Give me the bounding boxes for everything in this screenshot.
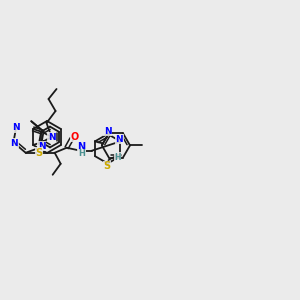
Text: H: H <box>114 153 121 162</box>
Text: N: N <box>104 127 112 136</box>
Text: O: O <box>70 132 79 142</box>
Text: N: N <box>78 142 86 152</box>
Text: N: N <box>11 139 18 148</box>
Text: H: H <box>78 149 85 158</box>
Text: N: N <box>12 123 20 132</box>
Text: N: N <box>48 133 56 142</box>
Text: S: S <box>103 161 110 172</box>
Text: N: N <box>116 135 123 144</box>
Text: S: S <box>35 148 42 158</box>
Text: N: N <box>38 142 46 151</box>
